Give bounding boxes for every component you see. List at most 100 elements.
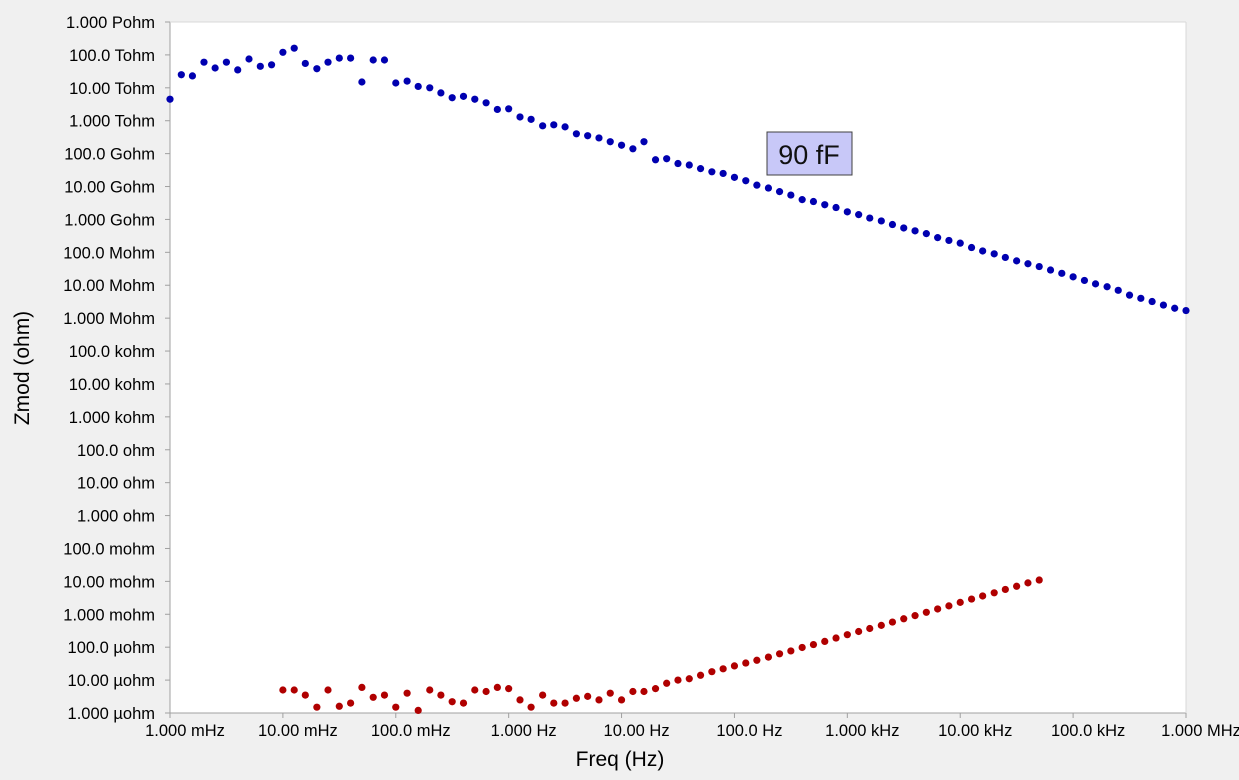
data-point	[742, 659, 750, 667]
data-point	[448, 94, 456, 102]
y-tick-label: 10.00 Mohm	[63, 277, 155, 295]
annotation-label: 90 fF	[778, 140, 840, 170]
data-point	[493, 105, 501, 114]
x-tick-label: 10.00 mHz	[258, 722, 338, 740]
x-tick-label: 1.000 Hz	[491, 722, 557, 740]
data-point	[584, 132, 592, 140]
data-point	[1159, 301, 1168, 309]
y-tick-label: 100.0 kohm	[69, 343, 155, 361]
data-point	[1114, 286, 1122, 294]
y-tick-label: 1.000 Tohm	[69, 113, 155, 131]
data-point	[877, 621, 885, 629]
data-point	[369, 693, 377, 701]
y-tick-label: 10.00 ohm	[77, 475, 155, 493]
data-point	[617, 141, 626, 149]
data-point	[730, 173, 739, 181]
data-point	[290, 686, 298, 694]
y-tick-label: 1.000 Mohm	[63, 310, 155, 328]
y-tick-label: 1.000 mohm	[63, 606, 155, 624]
data-point	[505, 105, 513, 113]
data-point	[403, 689, 411, 697]
data-point	[843, 208, 851, 216]
data-point	[1080, 276, 1089, 285]
data-point	[922, 230, 930, 238]
data-point	[1137, 294, 1145, 302]
data-point	[1046, 266, 1055, 274]
data-point	[1001, 253, 1009, 262]
data-point	[561, 123, 569, 131]
y-axis-label: Zmod (ohm)	[11, 311, 34, 425]
data-point	[956, 598, 964, 606]
data-point	[753, 656, 761, 664]
data-point	[561, 699, 569, 707]
data-point	[1091, 280, 1100, 288]
data-point	[730, 662, 739, 670]
data-point	[640, 138, 648, 146]
data-point	[606, 689, 614, 697]
y-tick-label: 100.0 mohm	[63, 540, 155, 558]
data-point	[1171, 304, 1179, 312]
data-point	[742, 177, 750, 185]
x-tick-label: 100.0 kHz	[1051, 722, 1125, 740]
data-point	[990, 250, 998, 258]
data-point	[358, 683, 366, 691]
y-tick-label: 1.000 µohm	[68, 705, 155, 723]
data-point	[324, 686, 332, 694]
data-point	[222, 58, 231, 66]
x-tick-label: 10.00 Hz	[604, 722, 670, 740]
data-point	[719, 169, 727, 178]
data-point	[550, 121, 558, 129]
data-point	[1024, 579, 1032, 587]
data-point	[200, 58, 208, 66]
data-point	[843, 631, 851, 639]
data-point	[809, 197, 818, 206]
data-point	[392, 703, 400, 711]
data-point	[324, 58, 332, 66]
data-point	[1013, 582, 1021, 590]
data-point	[934, 605, 942, 613]
data-point	[663, 155, 671, 163]
data-point	[347, 54, 355, 62]
data-point	[1035, 262, 1043, 271]
data-point	[764, 653, 773, 661]
data-point	[539, 122, 547, 130]
y-tick-label: 10.00 Gohm	[64, 179, 155, 197]
data-point	[967, 595, 976, 603]
data-point	[1024, 260, 1032, 268]
data-point	[674, 676, 682, 684]
y-tick-label: 100.0 Mohm	[63, 244, 155, 262]
x-tick-label: 10.00 kHz	[938, 722, 1012, 740]
data-point	[674, 159, 682, 168]
data-point	[335, 54, 343, 62]
data-point	[922, 608, 930, 616]
data-point	[911, 227, 919, 235]
data-point	[471, 95, 479, 103]
data-point	[798, 196, 806, 204]
data-point	[651, 156, 660, 164]
data-point	[448, 698, 456, 706]
data-point	[516, 696, 524, 704]
data-point	[708, 168, 716, 176]
data-point	[956, 239, 964, 247]
data-point	[392, 79, 400, 87]
annotation-box	[766, 131, 853, 176]
data-point	[1001, 585, 1009, 594]
data-point	[301, 59, 309, 68]
data-point	[414, 82, 422, 91]
data-point	[459, 699, 468, 707]
data-point	[945, 236, 953, 245]
data-point	[764, 184, 773, 192]
data-point	[369, 56, 377, 64]
data-point	[279, 686, 287, 694]
data-point	[301, 691, 309, 699]
data-point	[1182, 306, 1190, 315]
x-tick-label: 100.0 mHz	[371, 722, 451, 740]
data-point	[866, 624, 874, 633]
data-point	[595, 696, 603, 704]
plot-area	[170, 22, 1186, 713]
data-point	[945, 602, 953, 610]
y-tick-label: 100.0 ohm	[77, 442, 155, 460]
y-tick-label: 1.000 kohm	[69, 409, 155, 427]
data-point	[256, 62, 264, 70]
